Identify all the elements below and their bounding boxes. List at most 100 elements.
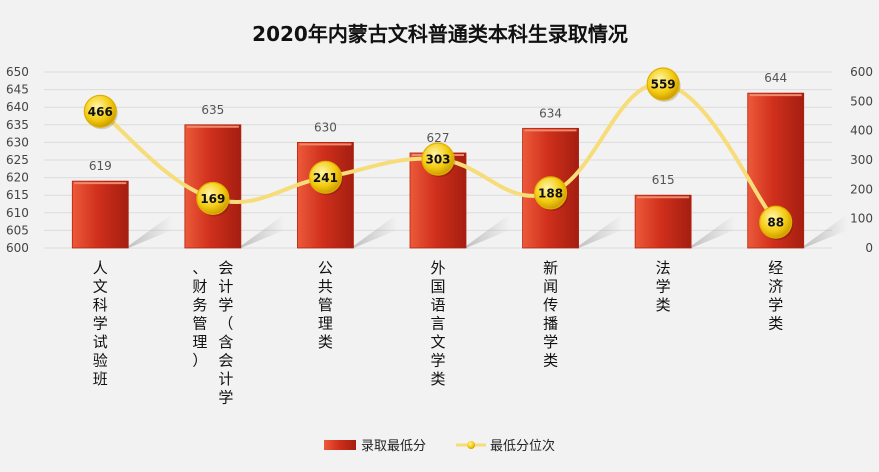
axis-layer: 600 605 610 615 620 625 630 635 640 645 650 0 100 200… xyxy=(6,65,873,407)
y-left-tick-label: 630 xyxy=(6,135,29,149)
bar-data-label: 635 xyxy=(201,103,224,117)
x-category-char: 理 xyxy=(192,333,207,351)
line-data-label: 559 xyxy=(651,78,676,92)
legend-bar-swatch xyxy=(324,440,356,450)
x-category-char: 类 xyxy=(768,315,783,333)
bar-shadow xyxy=(803,214,848,248)
x-category-char: 会 xyxy=(218,259,233,277)
legend-line-marker xyxy=(467,441,475,449)
bar-shadow xyxy=(240,214,285,248)
y-right-tick-label: 500 xyxy=(850,94,873,108)
bar-layer: 619 635 630 627 634 615 644 xyxy=(71,71,805,249)
y-left-tick-label: 615 xyxy=(6,188,29,202)
line-data-label: 303 xyxy=(425,153,450,167)
x-category-char: 、 xyxy=(192,259,207,277)
x-category-char: 学 xyxy=(218,389,233,407)
y-left-tick-label: 640 xyxy=(6,100,29,114)
y-left-tick-label: 650 xyxy=(6,65,29,79)
x-category-char: 财 xyxy=(192,278,207,296)
y-left-tick-label: 600 xyxy=(6,241,29,255)
y-right-tick-label: 600 xyxy=(850,65,873,79)
x-category-char: 学 xyxy=(218,296,233,314)
line-data-label: 241 xyxy=(313,171,338,185)
x-category-char: 学 xyxy=(430,352,445,370)
line-marker xyxy=(759,205,793,239)
y-right-tick-label: 100 xyxy=(850,212,873,226)
x-category-char: 播 xyxy=(543,315,558,333)
line-marker xyxy=(83,94,117,128)
bar-shadow xyxy=(466,214,510,248)
y-left-tick-label: 610 xyxy=(6,206,29,220)
line-data-label: 466 xyxy=(88,105,113,119)
y-right-tick-label: 0 xyxy=(865,241,873,255)
bar-data-label: 619 xyxy=(89,159,112,173)
line-marker xyxy=(421,142,455,176)
x-category-char: 闻 xyxy=(543,278,558,296)
line-data-label: 88 xyxy=(767,216,784,230)
legend-bar-label: 录取最低分 xyxy=(361,439,426,454)
x-category-char: 计 xyxy=(218,278,233,296)
bar-data-label: 627 xyxy=(427,131,450,145)
x-category-char: 学 xyxy=(93,315,108,333)
x-category-char: 验 xyxy=(93,352,108,370)
x-category-char: 会 xyxy=(218,352,233,370)
bar-shadow xyxy=(691,214,736,248)
line-data-label: 188 xyxy=(538,186,563,200)
bar xyxy=(634,194,692,249)
x-category-char: 试 xyxy=(93,333,108,351)
x-category-char: 外 xyxy=(430,259,445,277)
x-category-char: 学 xyxy=(768,296,783,314)
bar-shadow xyxy=(353,214,398,248)
x-category-char: 类 xyxy=(430,370,445,388)
line-marker xyxy=(533,176,568,210)
x-category-char: 语 xyxy=(430,296,445,314)
x-category-char: 科 xyxy=(93,296,108,314)
x-category-char: 文 xyxy=(430,333,445,351)
x-category-char: 管 xyxy=(318,296,333,314)
y-left-tick-label: 645 xyxy=(6,83,29,97)
y-left-tick-label: 605 xyxy=(6,223,29,237)
x-category-char: 类 xyxy=(318,333,333,351)
bar-shadow xyxy=(578,214,623,248)
line-marker xyxy=(196,181,230,216)
x-category-char: 类 xyxy=(543,352,558,370)
x-category-char: 公 xyxy=(318,259,333,277)
x-category-char: 文 xyxy=(93,278,108,296)
bar-shadow xyxy=(128,214,173,248)
x-category-char: 传 xyxy=(543,296,558,314)
y-left-tick-label: 625 xyxy=(6,153,29,167)
x-category-char: 新 xyxy=(543,259,558,277)
x-category-char: 经 xyxy=(768,259,783,277)
bar xyxy=(297,141,354,249)
x-category-char: 含 xyxy=(218,333,233,351)
x-category-char: 务 xyxy=(192,296,207,314)
line-data-label: 169 xyxy=(200,192,225,206)
y-right-tick-label: 300 xyxy=(850,153,873,167)
y-left-tick-label: 620 xyxy=(6,171,29,185)
y-right-tick-label: 200 xyxy=(850,182,873,196)
bar xyxy=(71,180,129,249)
x-category-label: 法学类 xyxy=(656,259,671,314)
bar-data-label: 615 xyxy=(652,173,675,187)
x-category-char: 班 xyxy=(93,370,108,388)
x-category-char: 法 xyxy=(656,259,671,277)
x-category-char: 计 xyxy=(218,370,233,388)
y-left-tick-label: 635 xyxy=(6,118,29,132)
x-category-char: 共 xyxy=(318,278,333,296)
x-category-char: （ xyxy=(218,315,233,333)
legend: 录取最低分 最低分位次 xyxy=(324,438,555,454)
line-layer: 466 169 241 303 188 559 88 xyxy=(83,67,794,241)
x-category-char: 理 xyxy=(318,315,333,333)
x-category-char: 言 xyxy=(430,315,445,333)
bar-data-label: 630 xyxy=(314,120,337,134)
bar-data-label: 644 xyxy=(764,71,787,85)
x-category-char: 类 xyxy=(656,296,671,314)
